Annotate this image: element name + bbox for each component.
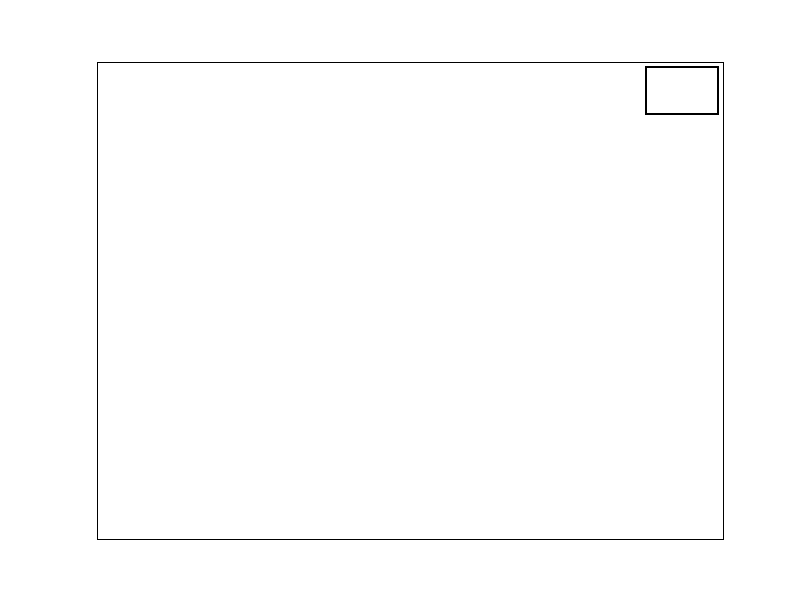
legend <box>645 66 719 115</box>
plot-clip-region <box>98 63 723 539</box>
plot-area <box>97 62 724 540</box>
